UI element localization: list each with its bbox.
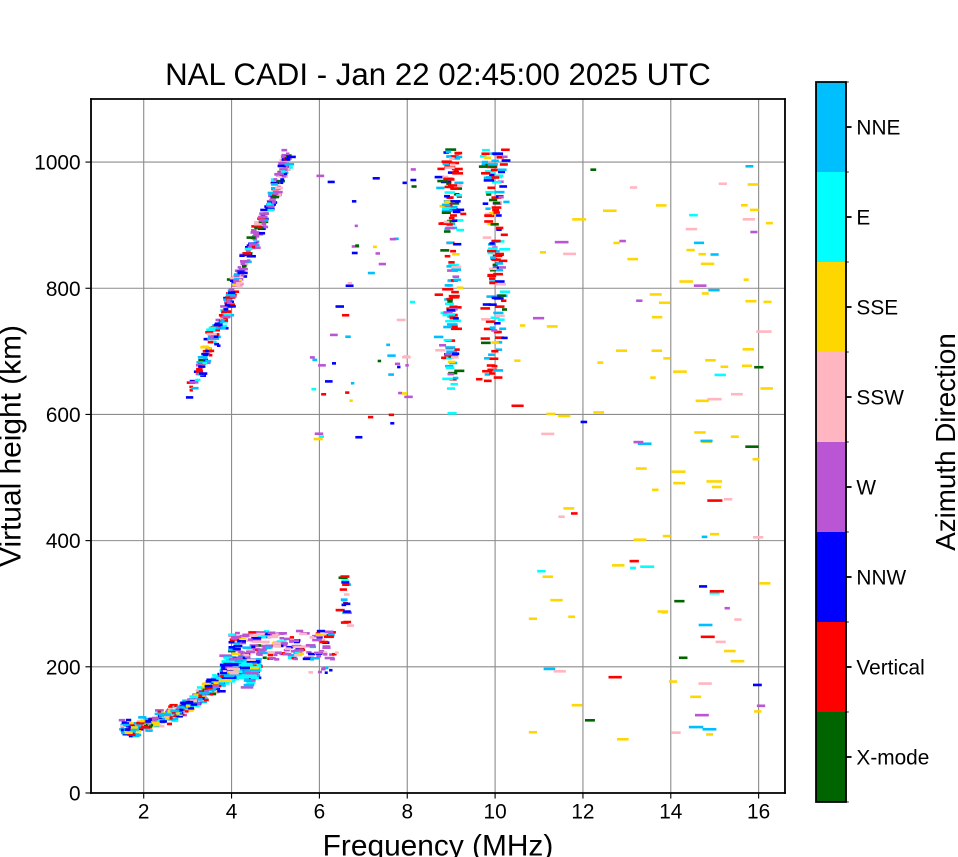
svg-text:200: 200 xyxy=(46,656,81,679)
svg-text:8: 8 xyxy=(401,800,413,823)
svg-text:Vertical: Vertical xyxy=(856,657,924,680)
svg-text:Virtual height (km): Virtual height (km) xyxy=(0,325,27,567)
svg-text:X-mode: X-mode xyxy=(856,747,929,770)
svg-text:10: 10 xyxy=(484,800,507,823)
svg-text:1000: 1000 xyxy=(34,152,80,175)
svg-text:6: 6 xyxy=(314,800,326,823)
svg-text:Frequency (MHz): Frequency (MHz) xyxy=(323,830,554,857)
svg-text:14: 14 xyxy=(659,800,682,823)
svg-text:NNE: NNE xyxy=(856,117,900,140)
svg-text:600: 600 xyxy=(46,404,81,427)
svg-text:SSW: SSW xyxy=(856,387,904,410)
svg-text:Azimuth Direction: Azimuth Direction xyxy=(930,333,958,551)
svg-text:SSE: SSE xyxy=(856,297,898,320)
svg-text:0: 0 xyxy=(69,783,81,806)
svg-text:W: W xyxy=(856,477,876,500)
svg-text:800: 800 xyxy=(46,278,81,301)
svg-text:400: 400 xyxy=(46,530,81,553)
svg-text:NAL CADI - Jan 22 02:45:00 202: NAL CADI - Jan 22 02:45:00 2025 UTC xyxy=(165,57,711,92)
svg-text:12: 12 xyxy=(571,800,594,823)
svg-text:E: E xyxy=(856,207,870,230)
svg-text:16: 16 xyxy=(747,800,770,823)
svg-text:NNW: NNW xyxy=(856,567,906,590)
svg-text:2: 2 xyxy=(138,800,150,823)
svg-text:4: 4 xyxy=(226,800,238,823)
